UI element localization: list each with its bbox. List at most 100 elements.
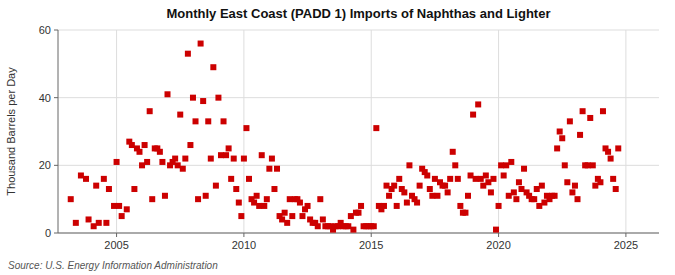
point xyxy=(580,108,586,114)
x-tick xyxy=(498,233,499,237)
point xyxy=(282,210,288,216)
point xyxy=(103,220,109,226)
point xyxy=(317,196,323,202)
point xyxy=(590,162,596,168)
point xyxy=(119,213,125,219)
point xyxy=(406,162,412,168)
point xyxy=(569,189,575,195)
point xyxy=(564,179,570,185)
point xyxy=(185,51,191,57)
point xyxy=(320,216,326,222)
point xyxy=(200,98,206,104)
point xyxy=(159,159,165,165)
x-tick-label: 2005 xyxy=(104,239,128,251)
point xyxy=(483,172,489,178)
point xyxy=(259,152,265,158)
point xyxy=(396,176,402,182)
grid-line-x xyxy=(116,30,117,233)
point xyxy=(417,183,423,189)
point xyxy=(447,176,453,182)
point xyxy=(284,220,290,226)
point xyxy=(572,183,578,189)
point xyxy=(475,101,481,107)
point xyxy=(190,95,196,101)
point xyxy=(531,196,537,202)
point xyxy=(445,189,451,195)
point xyxy=(254,193,260,199)
point xyxy=(86,216,92,222)
y-tick-label: 20 xyxy=(39,159,51,171)
point xyxy=(350,227,356,233)
point xyxy=(424,172,430,178)
y-tick xyxy=(54,30,58,31)
x-tick-label: 2015 xyxy=(359,239,383,251)
x-tick xyxy=(243,233,244,237)
grid-line-y xyxy=(58,30,659,31)
point xyxy=(205,118,211,124)
point xyxy=(106,186,112,192)
point xyxy=(266,166,272,172)
grid xyxy=(58,30,659,233)
point xyxy=(490,176,496,182)
point xyxy=(147,108,153,114)
point xyxy=(373,125,379,131)
point xyxy=(557,129,563,135)
y-tick xyxy=(54,233,58,234)
point xyxy=(116,203,122,209)
point xyxy=(371,223,377,229)
x-tick xyxy=(625,233,626,237)
point xyxy=(114,159,120,165)
point xyxy=(414,200,420,206)
point xyxy=(386,193,392,199)
point xyxy=(516,179,522,185)
grid-line-x xyxy=(625,30,626,233)
grid-line-x xyxy=(243,30,244,233)
point xyxy=(567,118,573,124)
point xyxy=(208,156,214,162)
point xyxy=(381,203,387,209)
y-tick-label: 60 xyxy=(39,24,51,36)
point xyxy=(144,159,150,165)
x-tick-label: 2010 xyxy=(232,239,256,251)
point xyxy=(83,176,89,182)
point xyxy=(246,176,252,182)
point xyxy=(198,41,204,47)
point xyxy=(455,176,461,182)
point xyxy=(404,200,410,206)
point xyxy=(213,183,219,189)
point xyxy=(554,145,560,151)
point xyxy=(559,135,565,141)
chart: 200520102015202020250204060Monthly East … xyxy=(0,0,675,275)
point xyxy=(488,189,494,195)
point xyxy=(149,196,155,202)
point xyxy=(501,172,507,178)
point xyxy=(289,213,295,219)
x-tick-label: 2020 xyxy=(486,239,510,251)
point xyxy=(587,115,593,121)
point xyxy=(496,203,502,209)
point xyxy=(462,210,468,216)
point xyxy=(241,156,247,162)
point xyxy=(271,186,277,192)
point xyxy=(264,196,270,202)
point xyxy=(142,142,148,148)
point xyxy=(394,203,400,209)
x-tick xyxy=(371,233,372,237)
point xyxy=(493,227,499,233)
point xyxy=(261,203,267,209)
point xyxy=(203,193,209,199)
point xyxy=(243,125,249,131)
y-tick xyxy=(54,165,58,166)
y-tick xyxy=(54,97,58,98)
point xyxy=(180,166,186,172)
point xyxy=(124,206,130,212)
point xyxy=(539,183,545,189)
point xyxy=(238,213,244,219)
point xyxy=(231,156,237,162)
point xyxy=(434,193,440,199)
point xyxy=(226,145,232,151)
grid-line-x xyxy=(498,30,499,233)
point xyxy=(305,203,311,209)
point xyxy=(511,189,517,195)
point xyxy=(177,112,183,118)
